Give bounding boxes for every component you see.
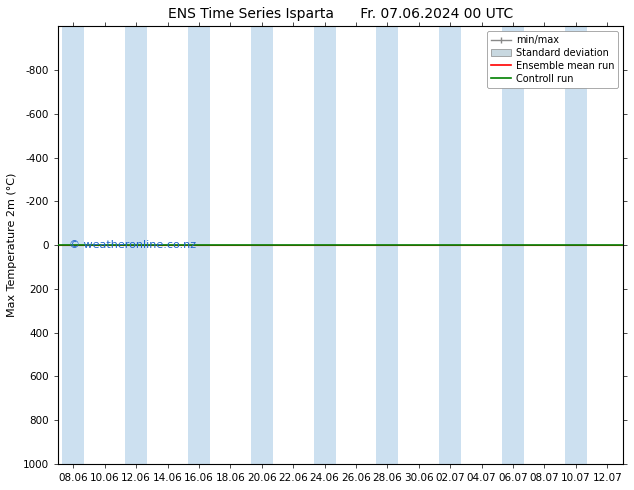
Bar xyxy=(377,26,398,464)
Bar xyxy=(188,26,210,464)
Title: ENS Time Series Isparta      Fr. 07.06.2024 00 UTC: ENS Time Series Isparta Fr. 07.06.2024 0… xyxy=(167,7,513,21)
Bar xyxy=(125,26,147,464)
Bar xyxy=(62,26,84,464)
Y-axis label: Max Temperature 2m (°C): Max Temperature 2m (°C) xyxy=(7,173,17,318)
Bar xyxy=(314,26,335,464)
Bar xyxy=(439,26,461,464)
Bar xyxy=(251,26,273,464)
Text: © weatheronline.co.nz: © weatheronline.co.nz xyxy=(69,240,196,250)
Bar xyxy=(502,26,524,464)
Legend: min/max, Standard deviation, Ensemble mean run, Controll run: min/max, Standard deviation, Ensemble me… xyxy=(488,31,618,88)
Bar xyxy=(565,26,587,464)
